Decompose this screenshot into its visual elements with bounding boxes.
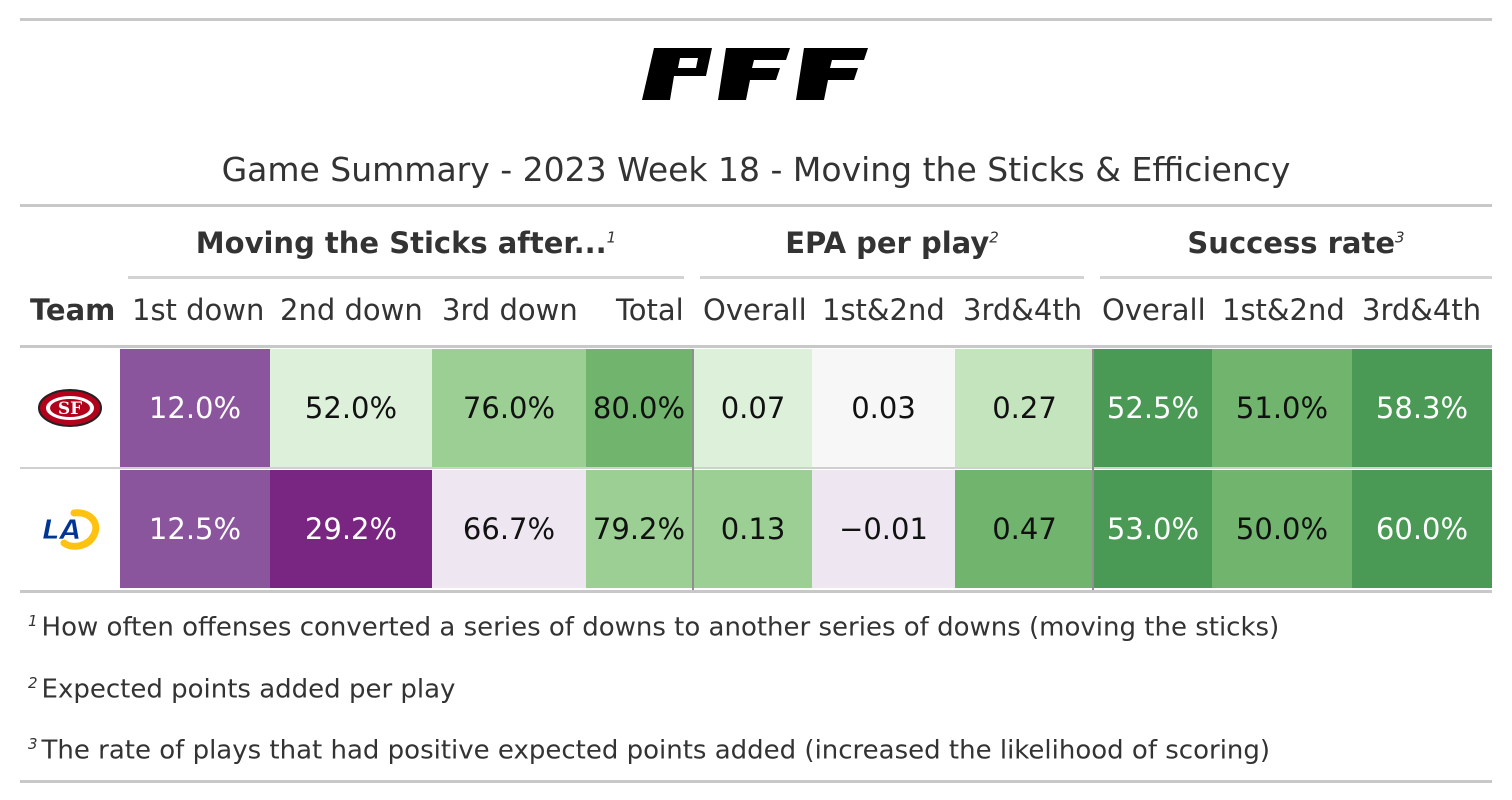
footnote-2: 2 Expected points added per play bbox=[28, 674, 456, 705]
svg-text:SF: SF bbox=[58, 399, 82, 419]
top-rule bbox=[20, 18, 1492, 21]
table-cell: 79.2% bbox=[586, 470, 692, 588]
table-title: Game Summary - 2023 Week 18 - Moving the… bbox=[221, 150, 1291, 189]
footnote-mark: 2 bbox=[989, 228, 999, 247]
bottom-rule bbox=[20, 780, 1492, 783]
table-cell: 66.7% bbox=[432, 470, 586, 588]
row-divider bbox=[20, 467, 1492, 469]
col-header-1st-down: 1st down bbox=[132, 293, 265, 327]
table-cell: 50.0% bbox=[1212, 470, 1352, 588]
table-cell: 29.2% bbox=[270, 470, 432, 588]
table-cell: 58.3% bbox=[1352, 349, 1492, 467]
footnote-3: 3 The rate of plays that had positive exp… bbox=[28, 735, 1271, 766]
col-header-2nd-down: 2nd down bbox=[280, 293, 423, 327]
table-cell: 12.0% bbox=[120, 349, 270, 467]
pff-logo bbox=[642, 48, 868, 100]
bottom-table-rule bbox=[20, 590, 1492, 593]
title-rule bbox=[20, 204, 1492, 207]
spanner-rule bbox=[1100, 276, 1492, 279]
col-header-epa-overall: Overall bbox=[703, 293, 807, 327]
group-separator bbox=[1092, 349, 1094, 590]
col-header-3rd-down: 3rd down bbox=[442, 293, 578, 327]
rams-logo-icon: LA bbox=[42, 509, 100, 550]
col-header-team: Team bbox=[30, 293, 116, 327]
spanner-epa: EPA per play2 bbox=[785, 226, 999, 260]
table-cell: 51.0% bbox=[1212, 349, 1352, 467]
table-cell: 0.13 bbox=[694, 470, 812, 588]
col-header-epa-3rd4th: 3rd&4th bbox=[963, 293, 1083, 327]
table-row-team-cell: LA bbox=[20, 470, 120, 588]
table-cell: −0.01 bbox=[812, 470, 955, 588]
col-header-sr-3rd4th: 3rd&4th bbox=[1362, 293, 1482, 327]
table-cell: 52.0% bbox=[270, 349, 432, 467]
col-header-sr-overall: Overall bbox=[1102, 293, 1206, 327]
49ers-logo-icon: SF bbox=[38, 389, 102, 427]
footnote-mark: 1 bbox=[606, 228, 617, 247]
spanner-rule bbox=[128, 276, 684, 279]
table-cell: 0.07 bbox=[694, 349, 812, 467]
table-cell: 52.5% bbox=[1094, 349, 1212, 467]
table-cell: 60.0% bbox=[1352, 470, 1492, 588]
table-row-team-cell: SF bbox=[20, 349, 120, 467]
table-cell: 53.0% bbox=[1094, 470, 1212, 588]
col-header-sr-1st2nd: 1st&2nd bbox=[1222, 293, 1345, 327]
spanner-moving-sticks: Moving the Sticks after...1 bbox=[195, 226, 617, 260]
table-cell: 80.0% bbox=[586, 349, 692, 467]
footnote-1: 1 How often offenses converted a series o… bbox=[28, 612, 1280, 643]
table-cell: 0.27 bbox=[955, 349, 1094, 467]
svg-text:LA: LA bbox=[42, 513, 82, 546]
col-header-epa-1st2nd: 1st&2nd bbox=[822, 293, 945, 327]
table-cell: 12.5% bbox=[120, 470, 270, 588]
spanner-rule bbox=[700, 276, 1084, 279]
spanner-success-rate: Success rate3 bbox=[1187, 226, 1405, 260]
header-rule bbox=[20, 345, 1492, 348]
footnote-mark: 3 bbox=[1395, 228, 1405, 247]
table-cell: 0.47 bbox=[955, 470, 1094, 588]
col-header-total: Total bbox=[616, 293, 684, 327]
table-cell: 76.0% bbox=[432, 349, 586, 467]
table-cell: 0.03 bbox=[812, 349, 955, 467]
group-separator bbox=[692, 349, 694, 590]
